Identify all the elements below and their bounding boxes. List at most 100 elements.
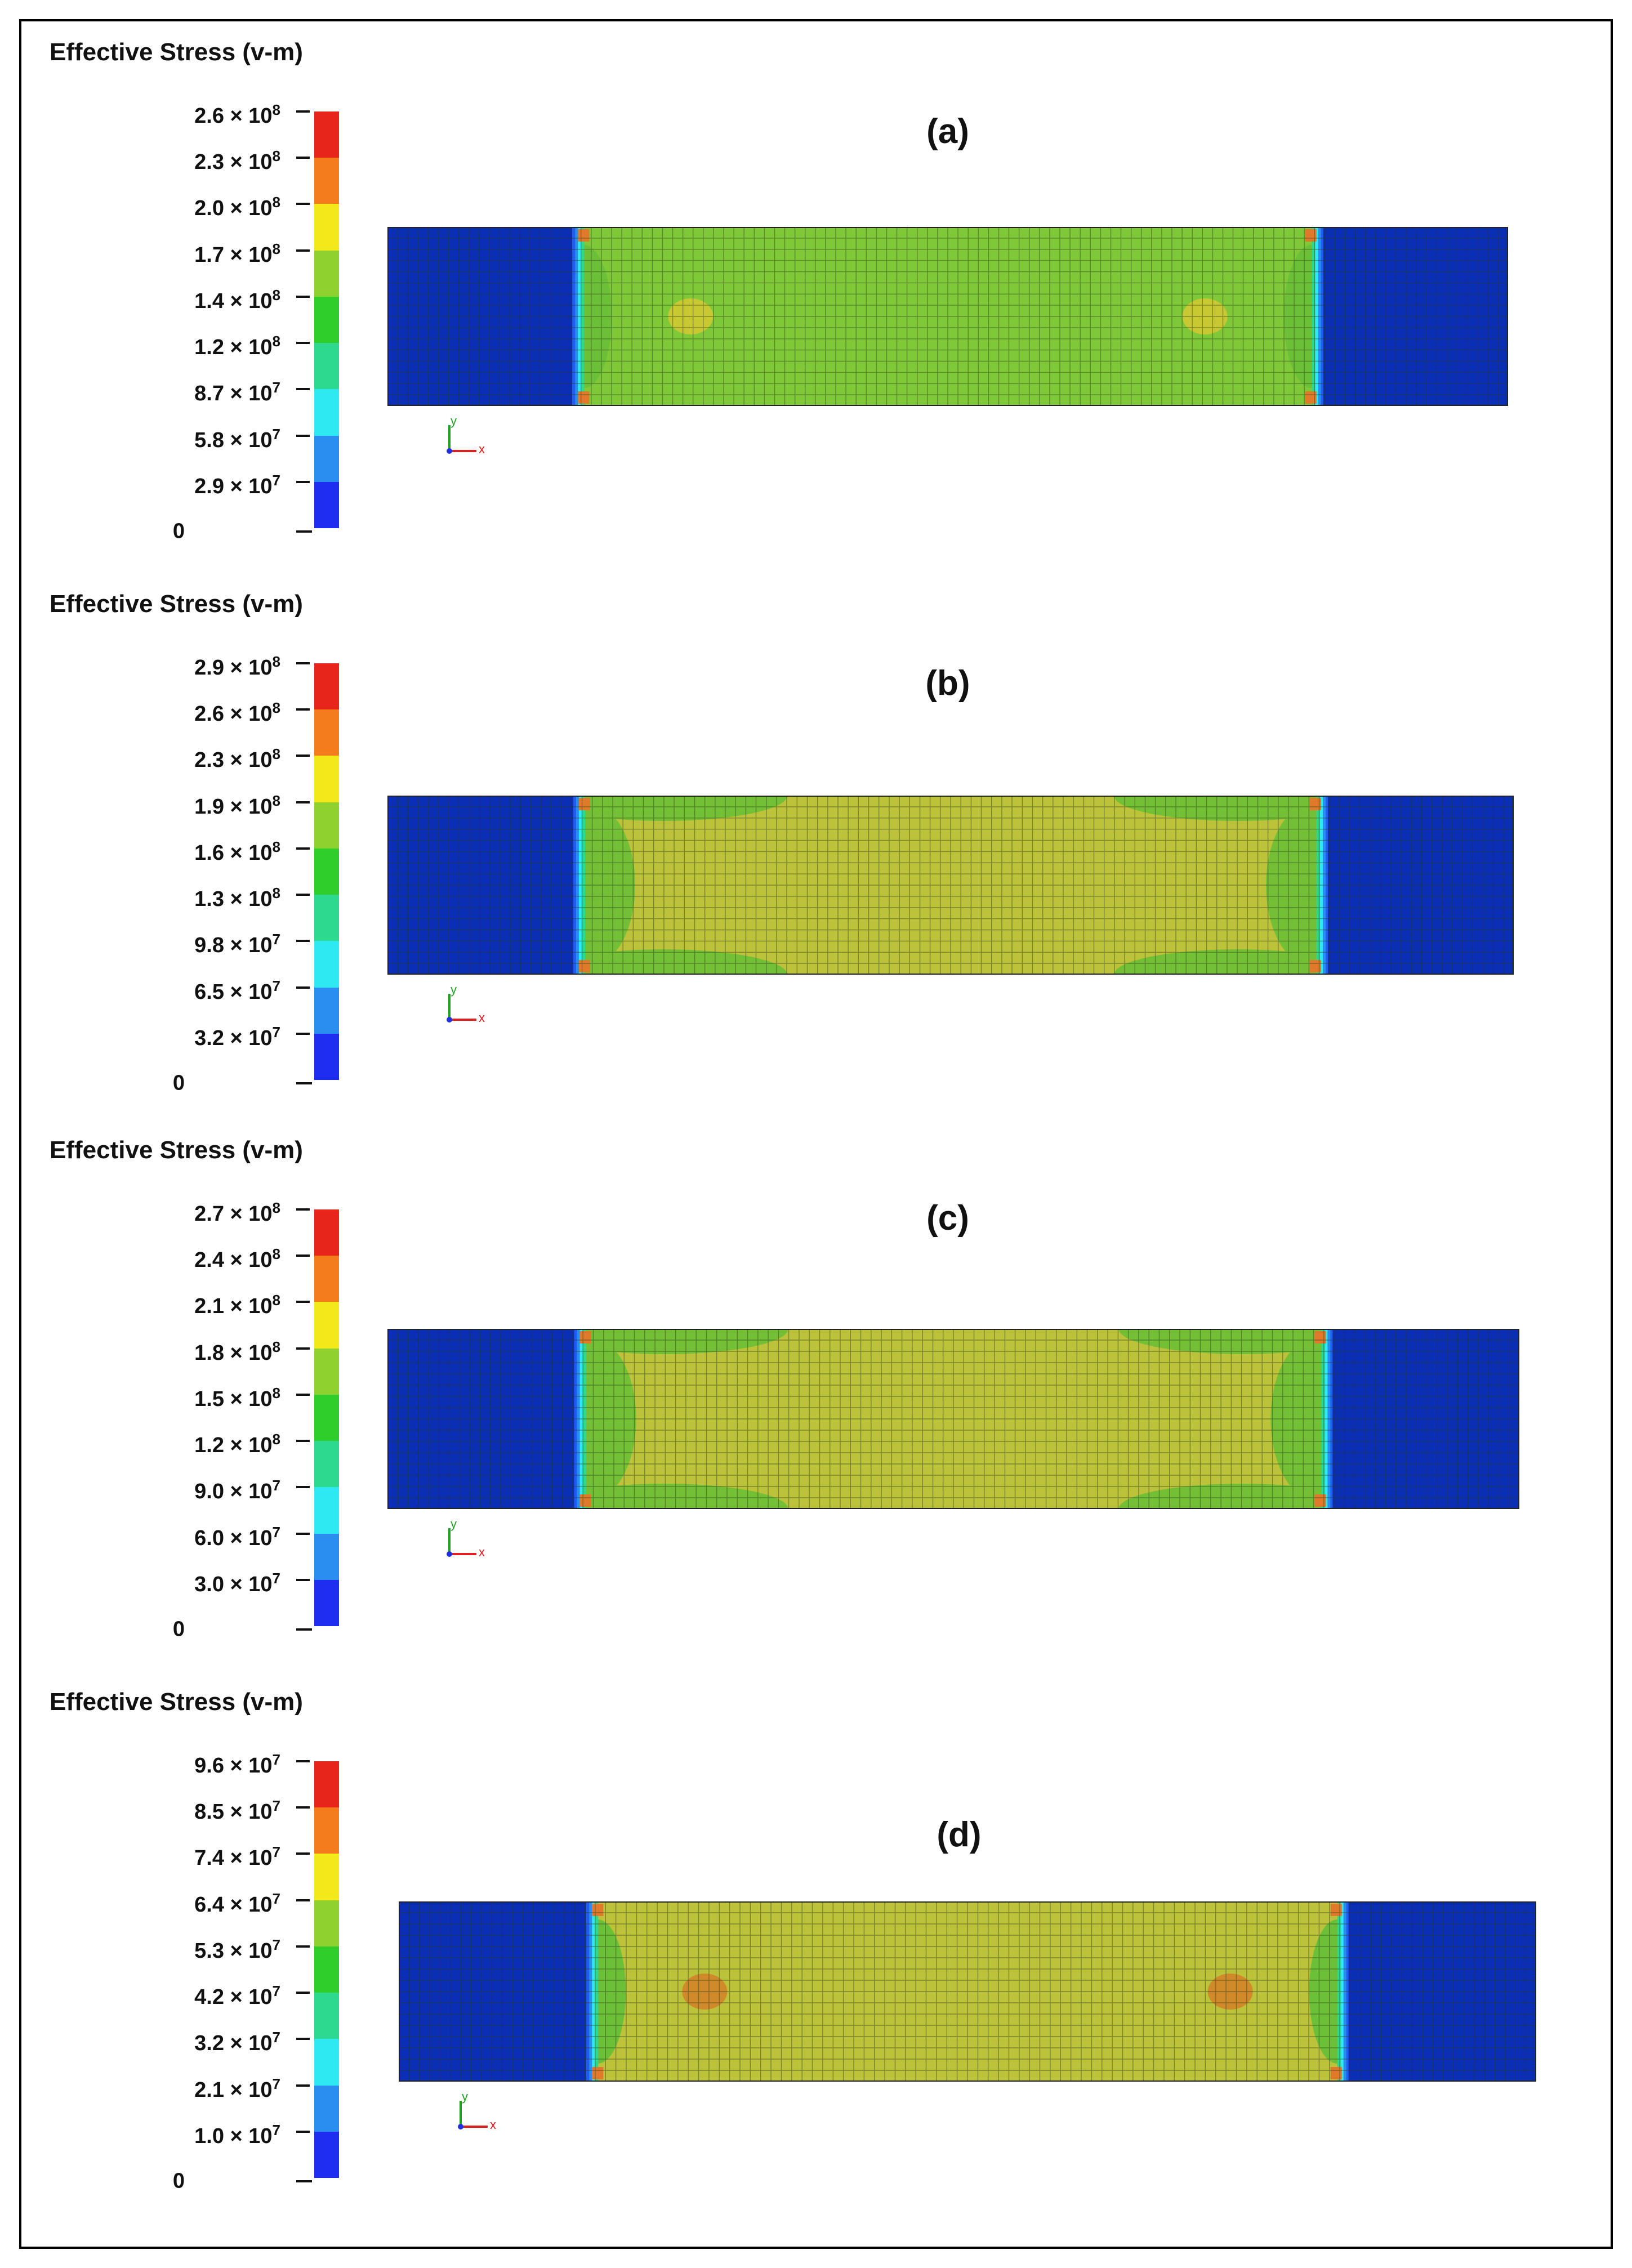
transition-band-left	[575, 227, 579, 406]
axis-triad-icon	[447, 425, 476, 454]
axis-y-label: y	[451, 414, 457, 428]
tick-exponent: 7	[272, 1477, 280, 1494]
mesh-outline	[387, 1329, 1519, 1509]
transition-band-right	[1340, 1901, 1344, 2082]
colorbar-tick	[296, 986, 310, 989]
tick-multiplier: × 10	[224, 1526, 273, 1550]
gauge-section	[573, 796, 1328, 975]
tick-multiplier: × 10	[224, 1026, 273, 1050]
colorbar-tick-label: 2.3 × 108	[33, 746, 280, 773]
colorbar-zero-label: 0	[172, 519, 185, 543]
colorbar-tick-label: 6.4 × 107	[33, 1890, 280, 1917]
colorbar-tick-label: 1.7 × 108	[33, 240, 280, 267]
transition-band-left	[582, 796, 585, 975]
colorbar-tick-label: 2.3 × 108	[33, 148, 280, 175]
colorbar-segment	[314, 1348, 339, 1395]
legend-title: Effective Stress (v-m)	[50, 1136, 303, 1164]
fem-specimen-mesh	[387, 227, 1508, 406]
colorbar-tick-label: 1.8 × 108	[33, 1338, 280, 1365]
colorbar-tick-label: 6.0 × 107	[33, 1524, 280, 1551]
tick-mantissa: 2.1	[194, 2078, 224, 2102]
corner-hotspot	[579, 960, 590, 972]
colorbar-tick-label: 8.5 × 107	[33, 1797, 280, 1824]
panel-d: Effective Stress (v-m) 9.6 × 107 8.5 × 107…	[21, 1671, 1615, 2200]
colorbar-tick	[296, 434, 310, 437]
colorbar	[314, 663, 339, 1080]
tick-exponent: 8	[272, 838, 280, 856]
tick-mantissa: 1.3	[194, 887, 224, 911]
colorbar-tick	[296, 708, 310, 711]
colorbar-tick-label: 6.5 × 107	[33, 977, 280, 1004]
stress-lobe-bottom-left	[540, 1484, 788, 1509]
tick-exponent: 8	[272, 1385, 280, 1402]
transition-band-right	[1337, 1901, 1341, 2082]
colorbar-tick-label: 2.1 × 108	[33, 1292, 280, 1319]
colorbar-tick-label: 1.5 × 108	[33, 1385, 280, 1412]
corner-hotspot	[1314, 1331, 1326, 1343]
transition-band-right	[1314, 227, 1318, 406]
colorbar-tick	[296, 388, 310, 391]
colorbar-tick-label: 3.2 × 107	[33, 2029, 280, 2056]
tick-mantissa: 2.9	[194, 474, 224, 498]
colorbar-tick	[296, 1578, 310, 1581]
colorbar-tick-label: 9.6 × 107	[33, 1751, 280, 1778]
tick-exponent: 7	[272, 1569, 280, 1587]
transition-band-right	[1324, 1329, 1328, 1509]
tick-mantissa: 9.0	[194, 1480, 224, 1504]
colorbar-tick-label: 4.2 × 107	[33, 1983, 280, 2010]
colorbar-tick	[296, 940, 310, 943]
tick-mantissa: 2.7	[194, 1202, 224, 1226]
colorbar-tick-label: 2.9 × 107	[33, 472, 280, 499]
colorbar-segment	[314, 1993, 339, 2039]
tick-exponent: 7	[272, 977, 280, 994]
grip-right	[1332, 1329, 1519, 1509]
panel-label: (a)	[926, 112, 969, 151]
tick-multiplier: × 10	[224, 1480, 273, 1504]
transition-band-left	[576, 796, 579, 975]
tick-exponent: 7	[272, 1843, 280, 1861]
colorbar-segment	[314, 2131, 339, 2178]
colorbar-tick	[296, 1852, 310, 1855]
colorbar-zero-label: 0	[172, 2169, 185, 2193]
transition-band-right	[1321, 1329, 1325, 1509]
transition-band-right	[1322, 796, 1326, 975]
tick-exponent: 8	[272, 745, 280, 763]
colorbar-tick-label: 1.2 × 108	[33, 333, 280, 360]
tick-mantissa: 3.2	[194, 1026, 224, 1050]
axis-triad-icon	[447, 1528, 476, 1557]
stress-lobe-top-left	[539, 796, 787, 821]
axis-y-label: y	[451, 1517, 457, 1531]
transition-band-right	[1320, 227, 1324, 406]
tick-mantissa: 2.6	[194, 702, 224, 726]
colorbar-tick	[296, 530, 312, 533]
corner-hotspot	[1330, 1904, 1342, 1916]
colorbar-segment	[314, 1394, 339, 1441]
mesh-grid	[387, 796, 1514, 975]
colorbar-tick-label: 2.0 × 108	[33, 194, 280, 221]
tick-exponent: 7	[272, 1751, 280, 1769]
tick-exponent: 7	[272, 2029, 280, 2046]
corner-hotspot	[579, 798, 590, 810]
transition-band-left	[574, 1329, 578, 1509]
tick-exponent: 7	[272, 931, 280, 948]
tick-mantissa: 6.5	[194, 980, 224, 1004]
colorbar-segment	[314, 1302, 339, 1349]
stress-lobe-bottom-right	[1114, 949, 1362, 975]
transition-band-right	[1312, 227, 1316, 406]
colorbar-tick	[296, 754, 310, 757]
colorbar	[314, 1209, 339, 1626]
tick-multiplier: × 10	[224, 1572, 273, 1596]
tick-exponent: 8	[272, 148, 280, 165]
colorbar-tick-label: 2.1 × 107	[33, 2075, 280, 2102]
corner-hotspot	[1314, 1494, 1326, 1507]
transition-band-right	[1343, 1901, 1346, 2082]
corner-hotspot	[578, 229, 590, 242]
colorbar-tick-label: 1.6 × 108	[33, 838, 280, 865]
colorbar-tick	[296, 1992, 310, 1994]
colorbar-tick-label: 9.0 × 107	[33, 1477, 280, 1504]
axis-x-label: x	[479, 1011, 485, 1025]
colorbar-segment	[314, 111, 339, 158]
colorbar-segment	[314, 1487, 339, 1534]
tick-mantissa: 1.9	[194, 794, 224, 819]
colorbar-tick	[296, 342, 310, 345]
